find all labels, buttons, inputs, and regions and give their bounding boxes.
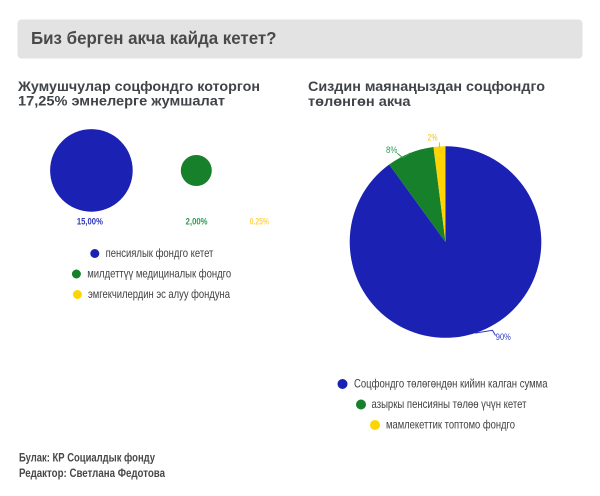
svg-text:Биз берген акча кайда кетет?: Биз берген акча кайда кетет? bbox=[31, 28, 277, 48]
svg-text:азыркы пенсияны төлөө үчүн кет: азыркы пенсияны төлөө үчүн кетет bbox=[372, 397, 527, 411]
svg-text:пенсиялык фондго кетет: пенсиялык фондго кетет bbox=[106, 246, 214, 260]
svg-text:17,25% эмнелерге жумшалат: 17,25% эмнелерге жумшалат bbox=[18, 93, 225, 109]
svg-text:Булак: КР Социалдык фонду: Булак: КР Социалдык фонду bbox=[19, 453, 155, 465]
svg-text:эмгекчилердин эс алуу фондуна: эмгекчилердин эс алуу фондуна bbox=[88, 287, 230, 301]
svg-text:төлөнгөн акча: төлөнгөн акча bbox=[308, 93, 411, 109]
svg-text:0.25%: 0.25% bbox=[250, 216, 270, 227]
svg-text:Редактор: Светлана Федотова: Редактор: Светлана Федотова bbox=[19, 468, 166, 480]
svg-text:2,00%: 2,00% bbox=[186, 216, 208, 227]
svg-text:2%: 2% bbox=[428, 133, 438, 144]
svg-text:Жумушчулар соцфондго которгон: Жумушчулар соцфондго которгон bbox=[17, 78, 260, 94]
svg-text:8%: 8% bbox=[386, 145, 398, 156]
svg-text:мамлекеттик топтомо фондго: мамлекеттик топтомо фондго bbox=[386, 418, 515, 432]
svg-text:Соцфондго төлөгөндөн кийин кал: Соцфондго төлөгөндөн кийин калган сумма bbox=[354, 377, 548, 391]
svg-text:90%: 90% bbox=[496, 332, 511, 343]
svg-text:Сиздин маянаңыздан соцфондго: Сиздин маянаңыздан соцфондго bbox=[308, 78, 545, 94]
svg-text:15,00%: 15,00% bbox=[77, 216, 103, 227]
svg-text:милдеттүү медициналык фондго: милдеттүү медициналык фондго bbox=[87, 267, 231, 281]
